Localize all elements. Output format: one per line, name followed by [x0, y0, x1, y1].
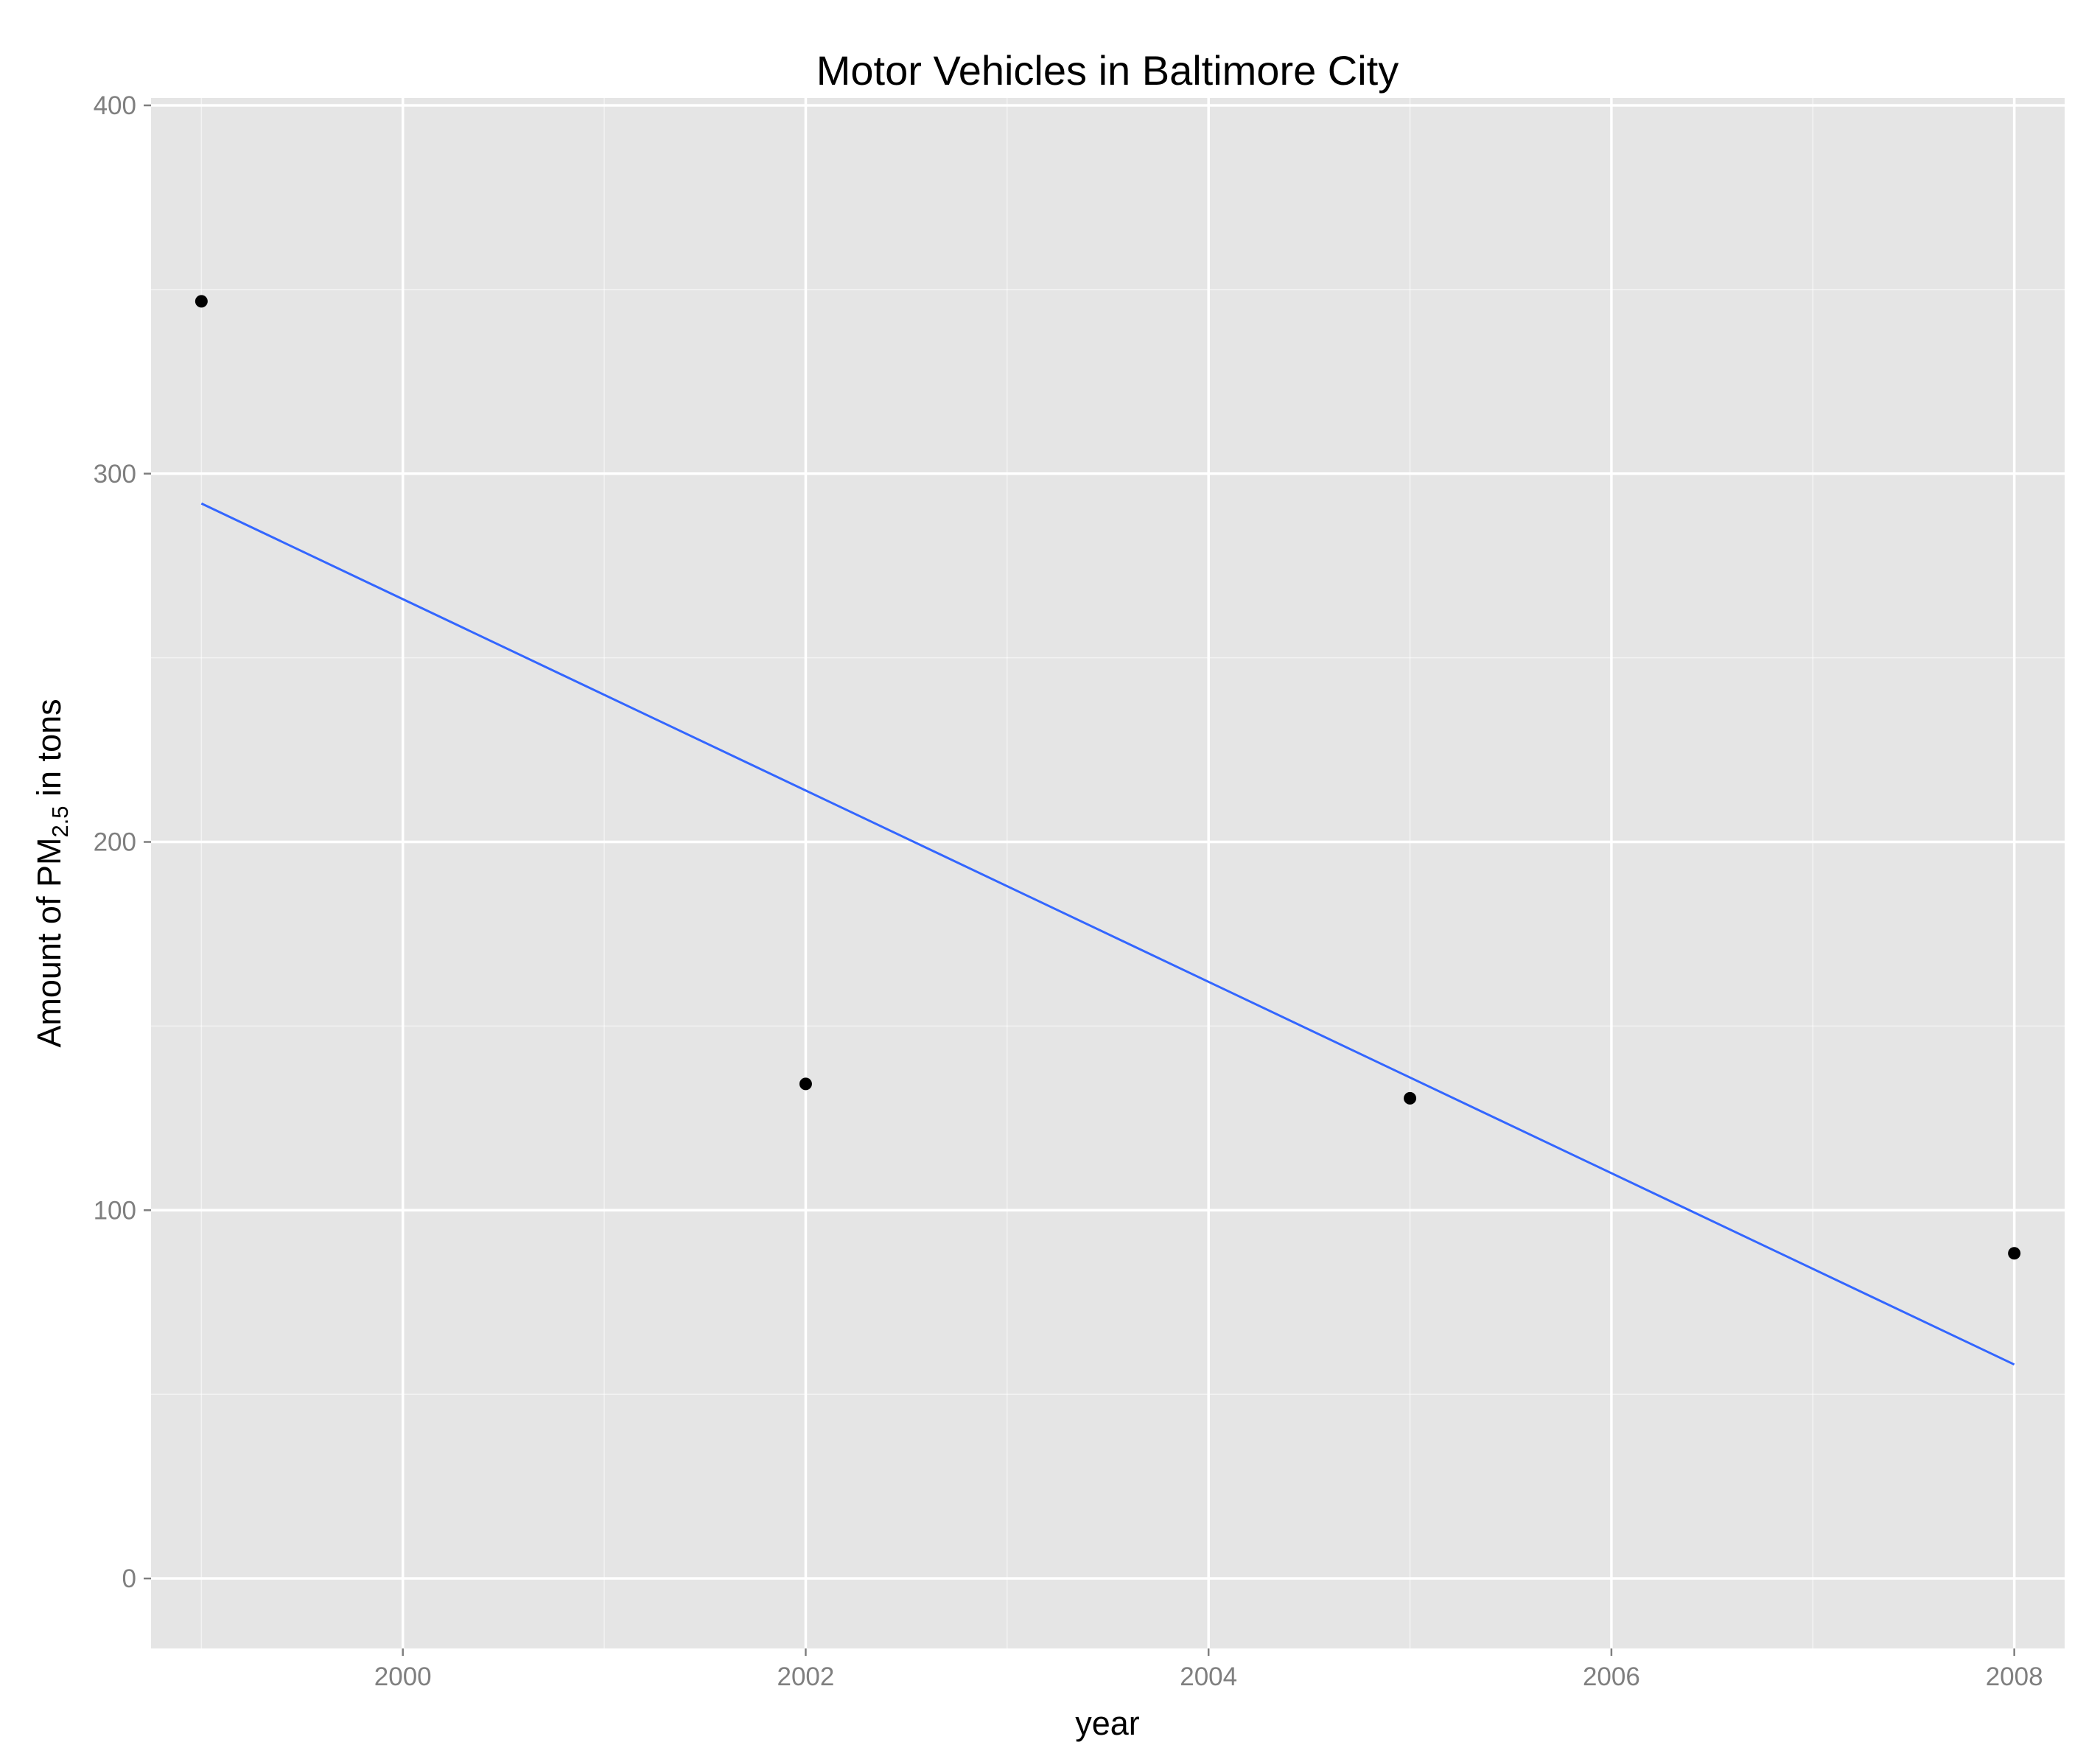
data-point [195, 295, 208, 308]
plot-panel [151, 98, 2065, 1648]
x-tick-label: 2008 [1986, 1662, 2043, 1691]
x-axis: 2000 2002 2004 2006 2008 [374, 1648, 2043, 1691]
x-tick-label: 2004 [1180, 1662, 1237, 1691]
y-tick-label: 100 [94, 1196, 136, 1225]
x-tick-label: 2000 [374, 1662, 432, 1691]
x-tick-label: 2006 [1583, 1662, 1640, 1691]
x-tick-label: 2002 [777, 1662, 835, 1691]
chart-title: Motor Vehicles in Baltimore City [816, 47, 1399, 94]
y-tick-label: 0 [122, 1564, 136, 1593]
fit-line [200, 502, 2015, 1366]
data-point [799, 1077, 812, 1091]
fit-line-layer [200, 502, 2015, 1366]
grid-minor [151, 98, 2065, 1648]
grid-major [151, 98, 2065, 1648]
data-point [1404, 1091, 1417, 1105]
y-tick-label: 200 [94, 828, 136, 857]
points-layer [195, 295, 2021, 1260]
y-axis-title-prefix: Amount of PM [30, 838, 68, 1048]
y-tick-label: 300 [94, 460, 136, 489]
y-axis-title-subscript: 2.5 [47, 805, 73, 837]
x-axis-title: year [1075, 1704, 1140, 1742]
y-axis-title: Amount of PM2.5 in tons [30, 699, 73, 1047]
y-axis-title-suffix: in tons [30, 699, 68, 805]
data-point [2008, 1247, 2021, 1260]
y-tick-label: 400 [94, 91, 136, 120]
y-axis: 0 100 200 300 400 [94, 91, 151, 1593]
